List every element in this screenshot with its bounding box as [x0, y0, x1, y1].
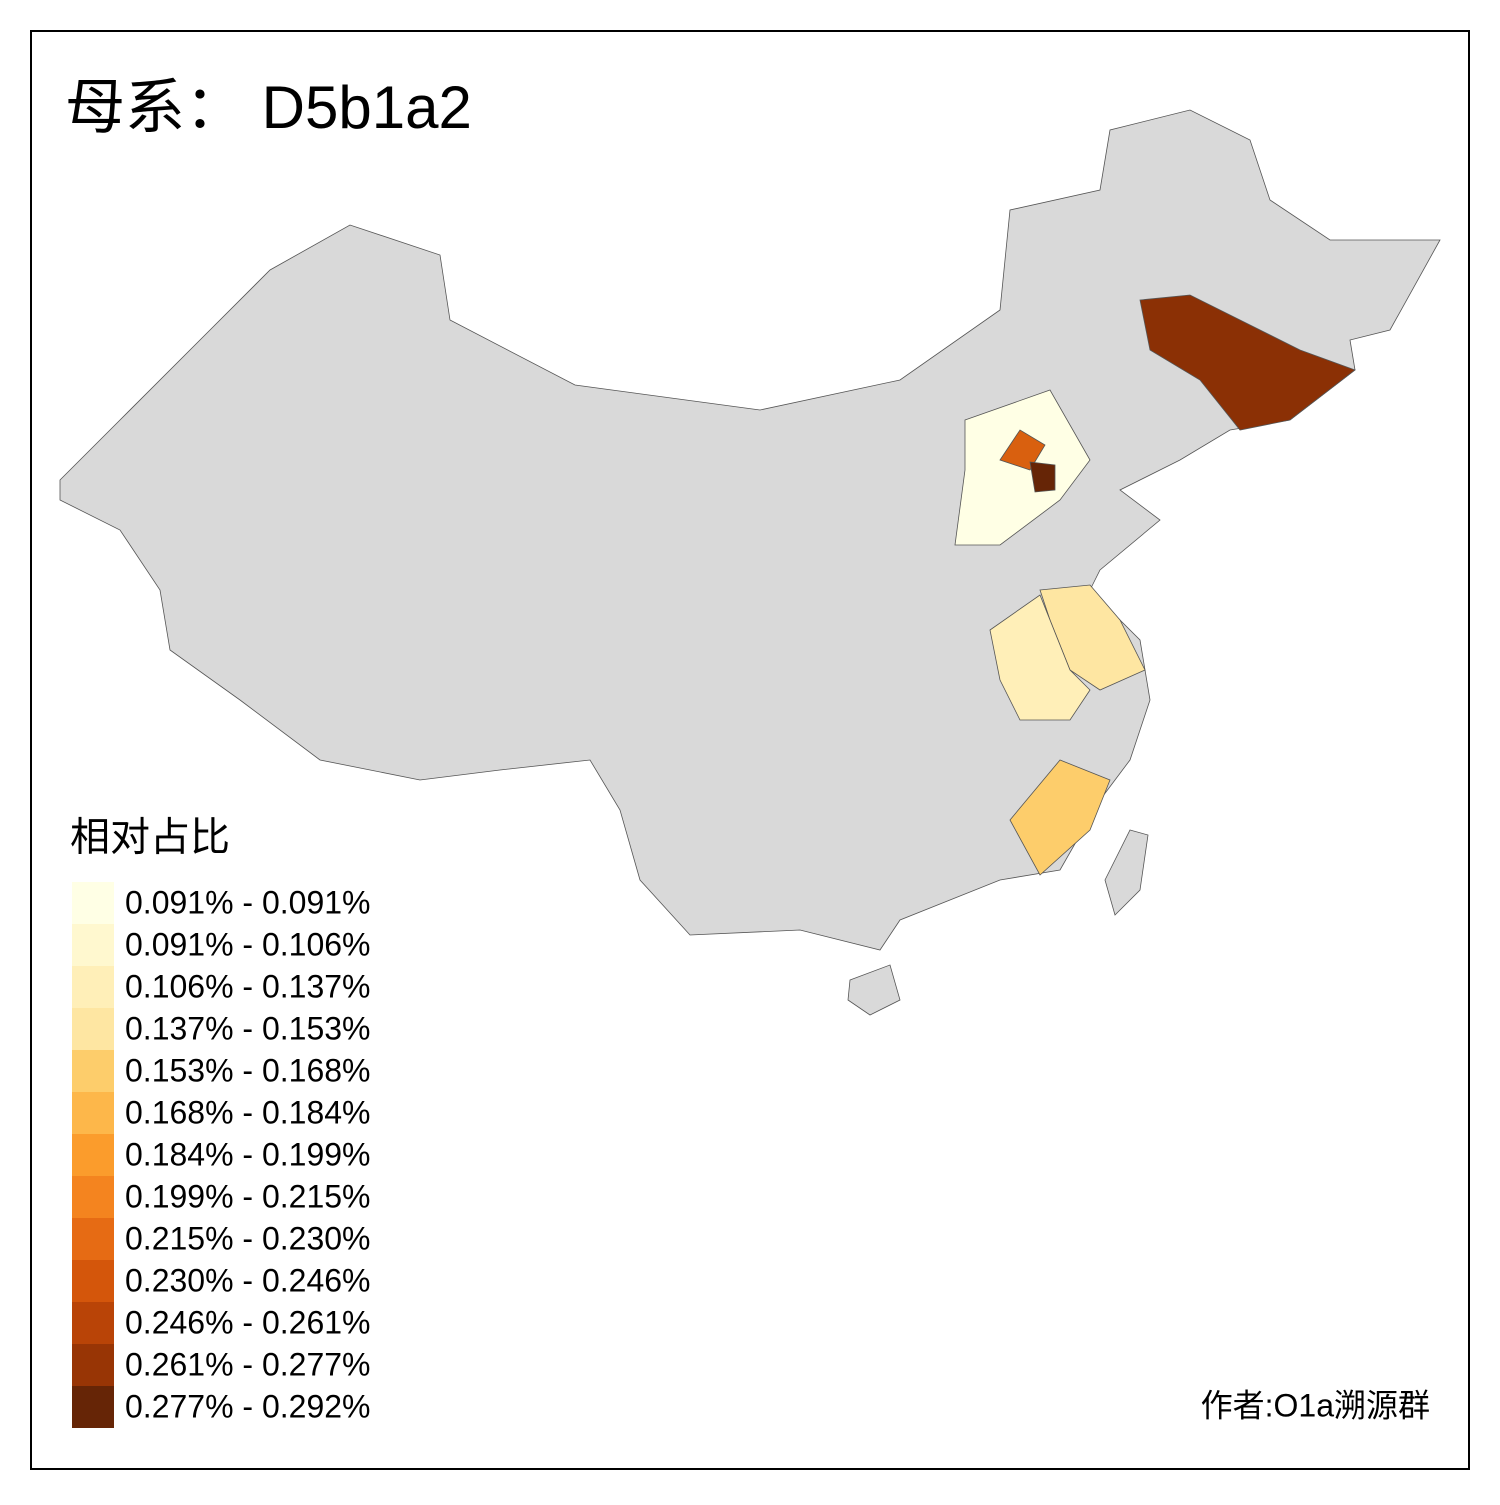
- legend-label: 0.153% - 0.168%: [125, 1052, 371, 1088]
- country-outline: [59, 109, 1441, 951]
- legend-label: 0.137% - 0.153%: [125, 1010, 371, 1046]
- legend-label: 0.261% - 0.277%: [125, 1346, 371, 1382]
- legend-label: 0.168% - 0.184%: [125, 1094, 371, 1130]
- legend-swatch: [72, 1344, 114, 1386]
- region: [999, 429, 1046, 471]
- legend-swatch: [72, 1218, 114, 1260]
- region: [1009, 759, 1111, 876]
- legend-swatch: [72, 1092, 114, 1134]
- map-title: 母系： D5b1a2: [65, 74, 472, 141]
- region: [989, 594, 1091, 721]
- legend-label: 0.215% - 0.230%: [125, 1220, 371, 1256]
- credit: 作者:O1a溯源群: [1201, 1387, 1430, 1423]
- legend-title: 相对占比: [70, 816, 230, 860]
- legend-swatch: [72, 1008, 114, 1050]
- region: [1139, 294, 1356, 431]
- legend-swatch: [72, 1260, 114, 1302]
- region: [1029, 461, 1056, 493]
- legend: 0.091% - 0.091% 0.091% - 0.106% 0.106% - 0…: [72, 882, 371, 1428]
- island: [847, 964, 901, 1016]
- legend-label: 0.230% - 0.246%: [125, 1262, 371, 1298]
- legend-swatch: [72, 1050, 114, 1092]
- legend-label: 0.246% - 0.261%: [125, 1304, 371, 1340]
- legend-label: 0.184% - 0.199%: [125, 1136, 371, 1172]
- island: [1104, 829, 1149, 916]
- legend-swatch: [72, 966, 114, 1008]
- legend-swatch: [72, 924, 114, 966]
- map-shapes: [59, 109, 1441, 1016]
- legend-label: 0.277% - 0.292%: [125, 1388, 371, 1424]
- legend-label: 0.106% - 0.137%: [125, 968, 371, 1004]
- legend-label: 0.199% - 0.215%: [125, 1178, 371, 1214]
- legend-swatch: [72, 882, 114, 924]
- legend-swatch: [72, 1176, 114, 1218]
- legend-swatch: [72, 1134, 114, 1176]
- legend-swatch: [72, 1302, 114, 1344]
- legend-swatch: [72, 1386, 114, 1428]
- legend-label: 0.091% - 0.106%: [125, 926, 371, 962]
- legend-label: 0.091% - 0.091%: [125, 884, 371, 920]
